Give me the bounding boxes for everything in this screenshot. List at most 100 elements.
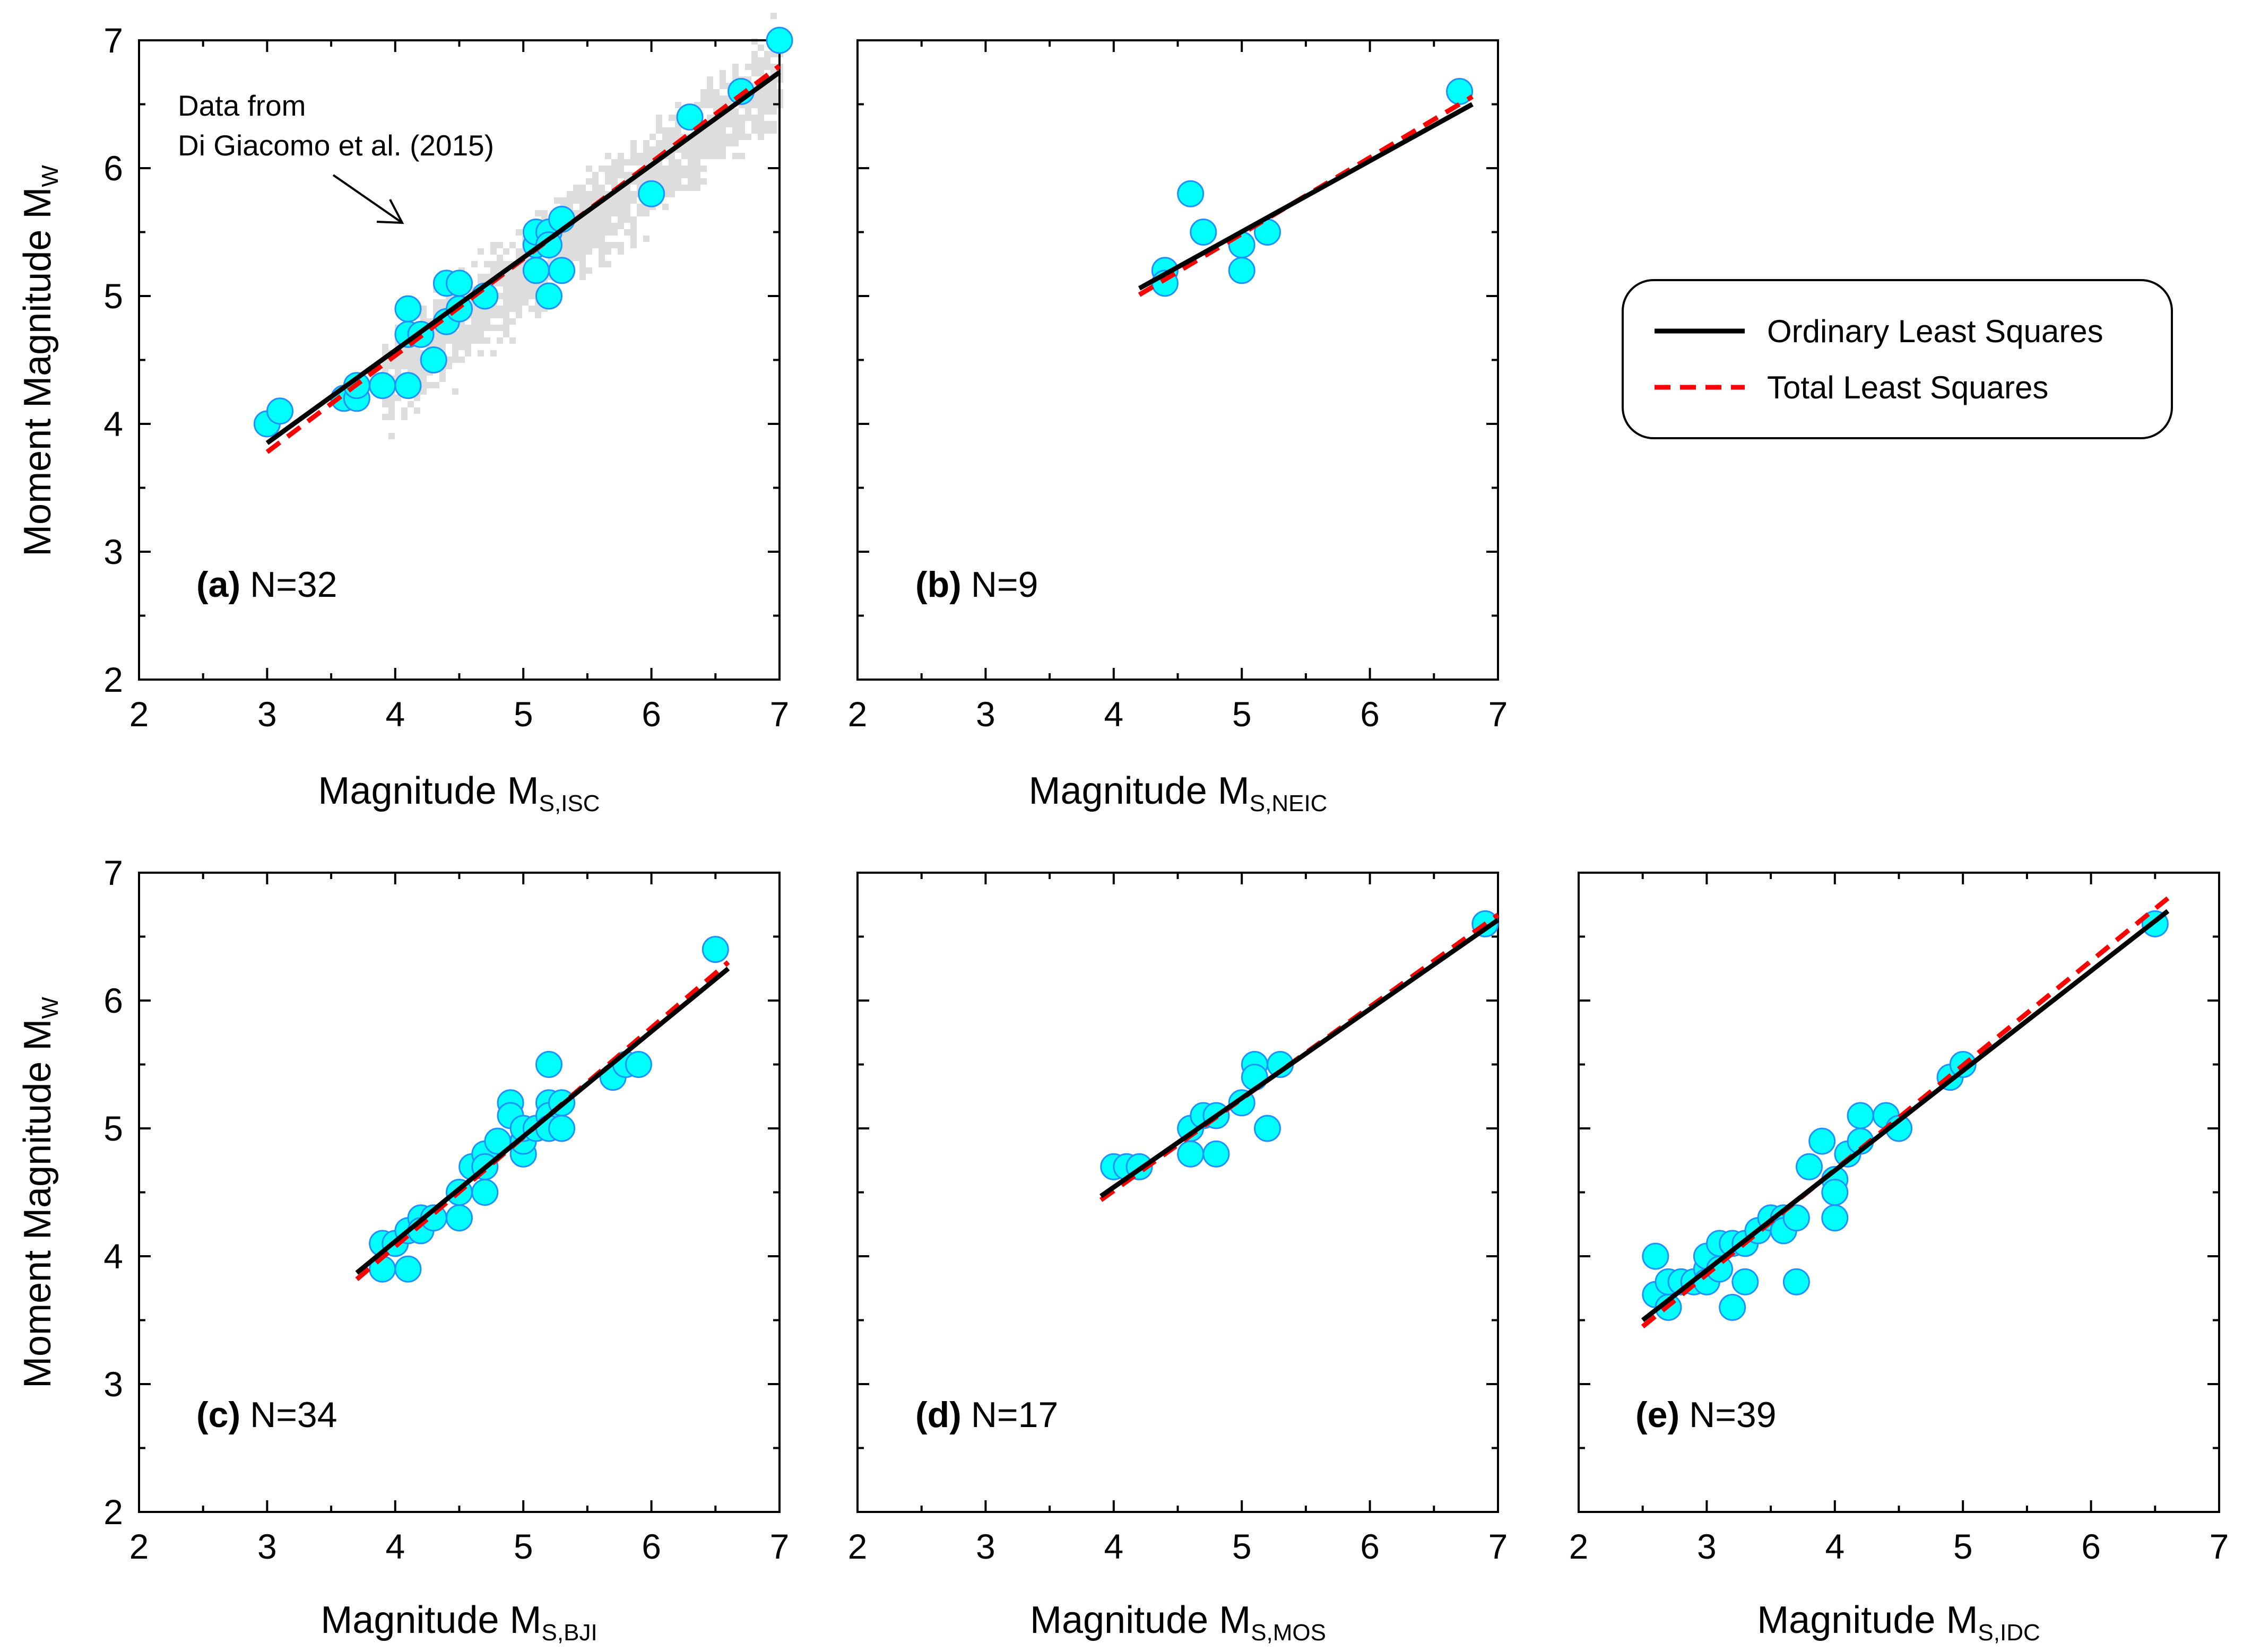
background-point: [478, 350, 484, 357]
background-point: [688, 172, 694, 178]
background-point: [592, 229, 599, 236]
background-point: [446, 337, 452, 344]
background-point: [497, 261, 503, 267]
background-point: [700, 166, 707, 172]
background-point: [649, 146, 656, 153]
x-tick-label: 4: [1825, 1527, 1844, 1566]
background-point: [739, 127, 745, 134]
background-point: [637, 178, 643, 185]
background-point: [758, 64, 764, 70]
background-point: [618, 223, 624, 229]
background-point: [478, 337, 484, 344]
background-point: [490, 267, 497, 274]
background-point: [414, 369, 420, 376]
background-point: [707, 83, 713, 89]
background-point: [414, 350, 420, 357]
background-point: [713, 134, 720, 140]
background-point: [764, 108, 770, 115]
background-point: [408, 363, 414, 369]
background-point: [497, 242, 503, 248]
data-point: [1202, 1140, 1230, 1168]
panel-label: (c) N=34: [196, 1395, 337, 1435]
background-point: [700, 178, 707, 185]
background-point: [458, 337, 465, 344]
background-point: [599, 242, 605, 248]
sample-size: N=32: [250, 564, 337, 605]
background-point: [433, 299, 439, 306]
background-point: [522, 293, 529, 299]
data-point: [676, 103, 704, 131]
x-axis-label: Magnitude MS,BJI: [321, 1599, 597, 1646]
background-point: [605, 216, 611, 223]
background-point: [643, 159, 649, 166]
background-point: [745, 64, 751, 70]
data-points: [253, 27, 793, 438]
panel-letter: (e): [1635, 1395, 1679, 1435]
background-point: [605, 229, 611, 236]
background-point: [770, 95, 777, 102]
background-point: [382, 344, 388, 350]
background-point: [656, 115, 662, 121]
data-point: [394, 372, 422, 399]
background-point: [471, 337, 478, 344]
background-point: [529, 293, 535, 299]
sample-size: N=9: [971, 564, 1038, 605]
y-tick-labels: 2 3 4 5 6 7: [103, 853, 123, 1532]
background-point: [573, 236, 579, 242]
ols-fit-line: [265, 70, 781, 445]
background-point: [452, 388, 458, 395]
background-point: [452, 350, 458, 357]
background-point: [713, 127, 720, 134]
data-point: [1241, 1064, 1268, 1091]
background-point: [573, 248, 579, 255]
annotation-line-2: Di Giacomo et al. (2015): [178, 129, 494, 162]
background-point: [408, 357, 414, 363]
data-point: [1821, 1204, 1849, 1232]
background-point: [656, 121, 662, 127]
background-point: [688, 153, 694, 159]
fit-lines: [1138, 94, 1474, 297]
background-point: [573, 229, 579, 236]
x-tick-label: 4: [385, 694, 405, 734]
data-point: [548, 1115, 576, 1142]
background-point: [471, 312, 478, 318]
fit-lines: [355, 960, 730, 1281]
background-point: [649, 134, 656, 140]
sample-size: N=17: [971, 1395, 1058, 1435]
background-point: [662, 178, 669, 185]
x-tick-label: 6: [1360, 1527, 1380, 1566]
background-point: [605, 153, 611, 159]
background-point: [630, 140, 637, 146]
background-point: [662, 166, 669, 172]
background-point: [758, 95, 764, 102]
x-tick-label: 4: [1104, 694, 1123, 734]
background-point: [599, 229, 605, 236]
background-point: [592, 236, 599, 242]
background-point: [599, 185, 605, 191]
y-tick-label: 7: [103, 853, 123, 892]
background-point: [745, 108, 751, 115]
data-point: [702, 936, 729, 963]
panel-letter: (d): [915, 1395, 962, 1435]
background-point: [478, 274, 484, 280]
background-point: [567, 242, 573, 248]
x-axis-label: Magnitude MS,NEIC: [1029, 770, 1328, 816]
background-point: [509, 280, 516, 286]
background-point: [458, 357, 465, 363]
background-point: [579, 185, 586, 191]
x-tick-label: 6: [642, 1527, 661, 1566]
background-point: [509, 293, 516, 299]
x-tick-label: 2: [848, 1527, 868, 1566]
background-point: [770, 64, 777, 70]
background-point: [586, 267, 592, 274]
background-point: [675, 166, 681, 172]
background-point: [579, 255, 586, 261]
background-point: [484, 312, 490, 318]
background-point: [586, 178, 592, 185]
background-point: [662, 204, 669, 210]
background-point: [688, 166, 694, 172]
background-point: [726, 134, 732, 140]
background-point: [560, 236, 567, 242]
background-point: [592, 216, 599, 223]
background-point: [516, 267, 522, 274]
